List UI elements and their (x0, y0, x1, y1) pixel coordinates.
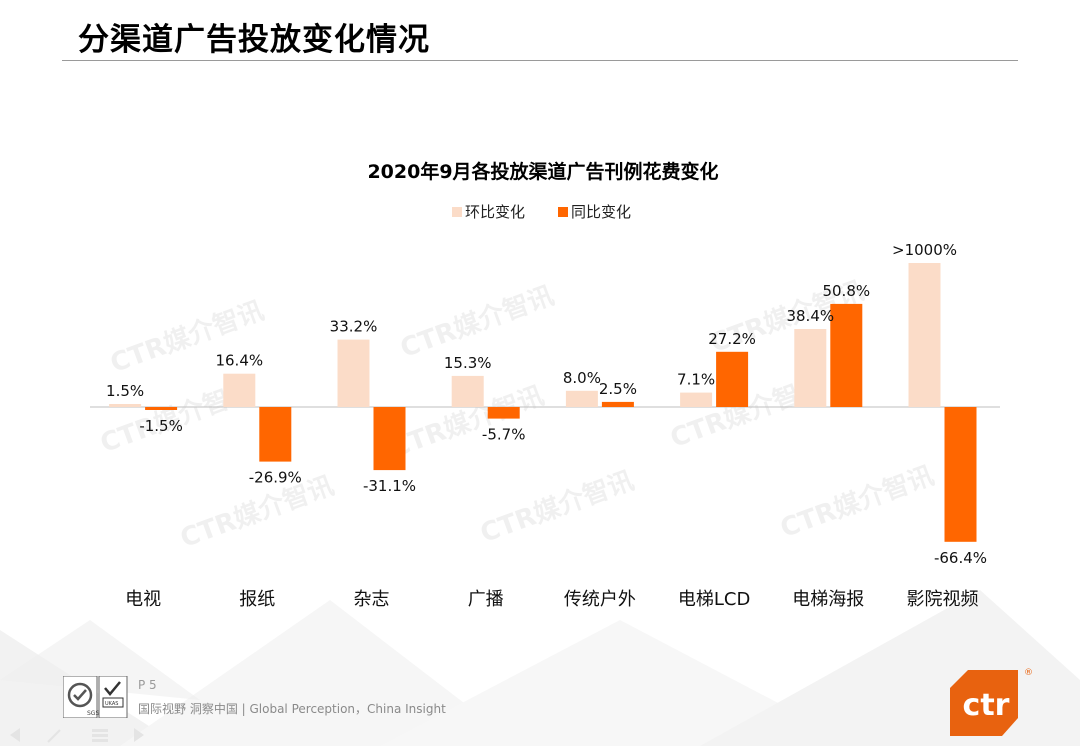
legend-label-yoy: 同比变化 (571, 203, 631, 221)
data-label-yoy-4: 2.5% (599, 380, 637, 398)
bar-mom-3 (451, 375, 484, 407)
watermark-text: CTR媒介智讯 (397, 281, 558, 364)
data-label-mom-2: 33.2% (330, 318, 378, 336)
data-label-yoy-1: -26.9% (249, 469, 302, 487)
category-label-4: 传统户外 (564, 589, 636, 610)
bar-mom-4 (565, 390, 598, 407)
bar-mom-0 (109, 404, 142, 407)
data-label-yoy-5: 27.2% (708, 330, 756, 348)
bar-yoy-0 (145, 407, 178, 410)
watermark-text: CTR媒介智讯 (477, 466, 638, 549)
bars-layer (109, 263, 977, 542)
data-label-yoy-2: -31.1% (363, 477, 416, 495)
next-slide-icon[interactable] (134, 728, 144, 742)
prev-slide-icon[interactable] (10, 728, 20, 742)
data-label-mom-5: 7.1% (677, 371, 715, 389)
svg-text:UKAS: UKAS (105, 701, 118, 707)
bar-mom-2 (337, 339, 370, 407)
title-divider (62, 60, 1018, 61)
bar-mom-6 (794, 329, 827, 407)
bar-mom-7 (908, 263, 941, 407)
data-label-mom-3: 15.3% (444, 354, 492, 372)
bar-yoy-5 (716, 351, 749, 407)
page-number: P 5 (138, 678, 157, 692)
bar-mom-1 (223, 373, 256, 407)
legend-label-mom: 环比变化 (465, 203, 525, 221)
category-label-7: 影院视频 (907, 589, 979, 610)
data-label-mom-6: 38.4% (786, 307, 834, 325)
category-labels-layer: 电视 报纸 杂志 广播 传统户外 电梯LCD 电梯海报 影院视频 (125, 589, 978, 610)
legend-swatch-mom (452, 207, 462, 217)
pen-icon[interactable] (47, 729, 61, 743)
data-label-yoy-7: -66.4% (934, 549, 987, 567)
bar-yoy-7 (944, 407, 977, 542)
category-label-5: 电梯LCD (678, 589, 750, 610)
chart-title: 2020年9月各投放渠道广告刊例花费变化 (367, 160, 718, 183)
category-label-0: 电视 (125, 589, 161, 610)
chart-legend: 环比变化 同比变化 (452, 203, 631, 221)
menu-icon[interactable] (92, 729, 108, 742)
certification-logos: SGS UKAS (63, 676, 128, 718)
registered-mark-icon: ® (1024, 668, 1033, 678)
data-label-mom-1: 16.4% (215, 352, 263, 370)
data-label-mom-4: 8.0% (563, 369, 601, 387)
slide-navigation[interactable] (8, 726, 148, 744)
bar-yoy-6 (830, 303, 863, 407)
ctr-logo: ctr (950, 670, 1018, 736)
data-label-yoy-3: -5.7% (482, 426, 526, 444)
ctr-logo-text: ctr (963, 688, 1010, 723)
footer-tagline: 国际视野 洞察中国 | Global Perception，China Insi… (138, 702, 446, 716)
data-labels-layer: 1.5% -1.5% 16.4% -26.9% 33.2% -31.1% 15.3% -5.7… (106, 241, 987, 567)
bar-yoy-1 (259, 407, 292, 462)
bar-yoy-4 (601, 401, 634, 407)
svg-text:SGS: SGS (87, 710, 99, 717)
category-label-6: 电梯海报 (792, 589, 864, 610)
data-label-yoy-6: 50.8% (822, 282, 870, 300)
bar-mom-5 (680, 392, 713, 407)
data-label-mom-7: >1000% (892, 241, 957, 259)
watermark-text: CTR媒介智讯 (777, 461, 938, 544)
legend-swatch-yoy (558, 207, 568, 217)
bar-yoy-2 (373, 407, 406, 471)
category-label-2: 杂志 (354, 589, 390, 610)
data-label-mom-0: 1.5% (106, 382, 144, 400)
category-label-3: 广播 (468, 589, 504, 610)
page-title: 分渠道广告投放变化情况 (78, 22, 430, 58)
bar-yoy-3 (487, 407, 520, 419)
category-label-1: 报纸 (239, 589, 275, 610)
data-label-yoy-0: -1.5% (139, 417, 183, 435)
